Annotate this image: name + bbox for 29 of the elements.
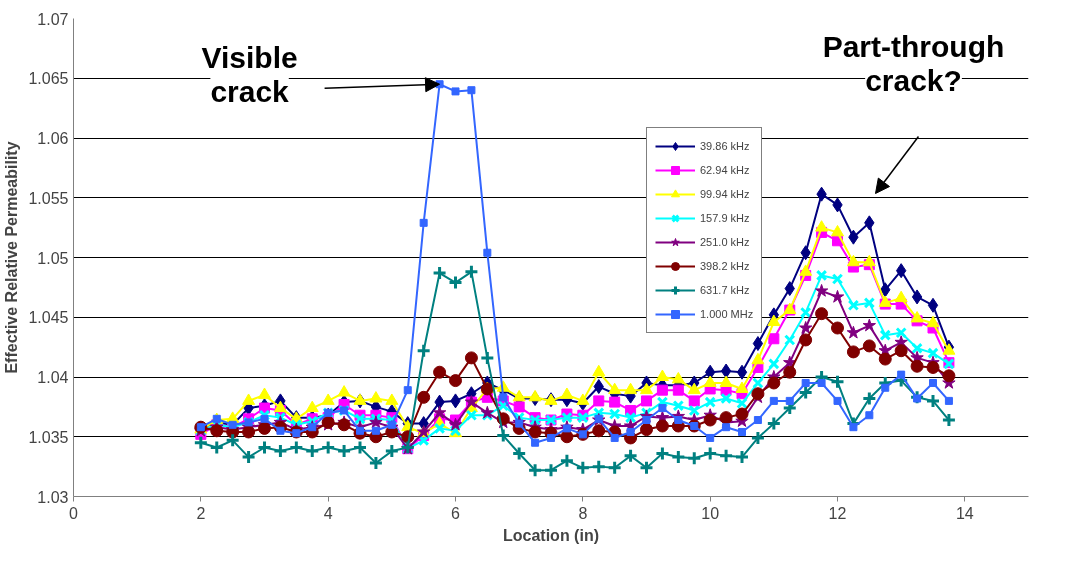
y-tick-label: 1.035 — [28, 428, 69, 446]
y-tick-label: 1.055 — [28, 189, 69, 207]
x-tick-label: 14 — [955, 504, 974, 522]
annotation: Part-through crack? — [822, 30, 1005, 97]
x-tick-label: 12 — [828, 504, 847, 522]
y-axis-title: Effective Relative Permeability — [3, 141, 21, 374]
legend-label: 99.94 kHz — [700, 187, 750, 201]
legend-label: 631.7 kHz — [700, 283, 750, 297]
y-tick-label: 1.03 — [37, 488, 69, 506]
x-tick-label: 0 — [69, 504, 79, 522]
x-tick-label: 8 — [578, 504, 588, 522]
y-tick-label: 1.04 — [37, 369, 69, 386]
x-axis-title: Location (in) — [503, 526, 599, 544]
y-tick-label: 1.05 — [37, 249, 69, 267]
y-tick-label: 1.06 — [37, 130, 69, 147]
legend-label: 1.000 MHz — [700, 307, 754, 321]
x-tick-label: 4 — [323, 504, 333, 522]
legend-label: 39.86 kHz — [700, 139, 750, 153]
legend-label: 62.94 kHz — [700, 163, 750, 177]
legend-label: 157.9 kHz — [700, 211, 750, 225]
x-tick-label: 2 — [196, 504, 206, 522]
legend-label: 398.2 kHz — [700, 259, 750, 273]
y-tick-label: 1.045 — [28, 309, 69, 327]
x-tick-label: 10 — [701, 504, 720, 522]
y-tick-label: 1.07 — [37, 10, 69, 28]
x-tick-label: 6 — [451, 504, 461, 522]
y-tick-label: 1.065 — [28, 70, 69, 88]
legend-label: 251.0 kHz — [700, 235, 750, 249]
annotation: Visible crack — [201, 40, 298, 108]
